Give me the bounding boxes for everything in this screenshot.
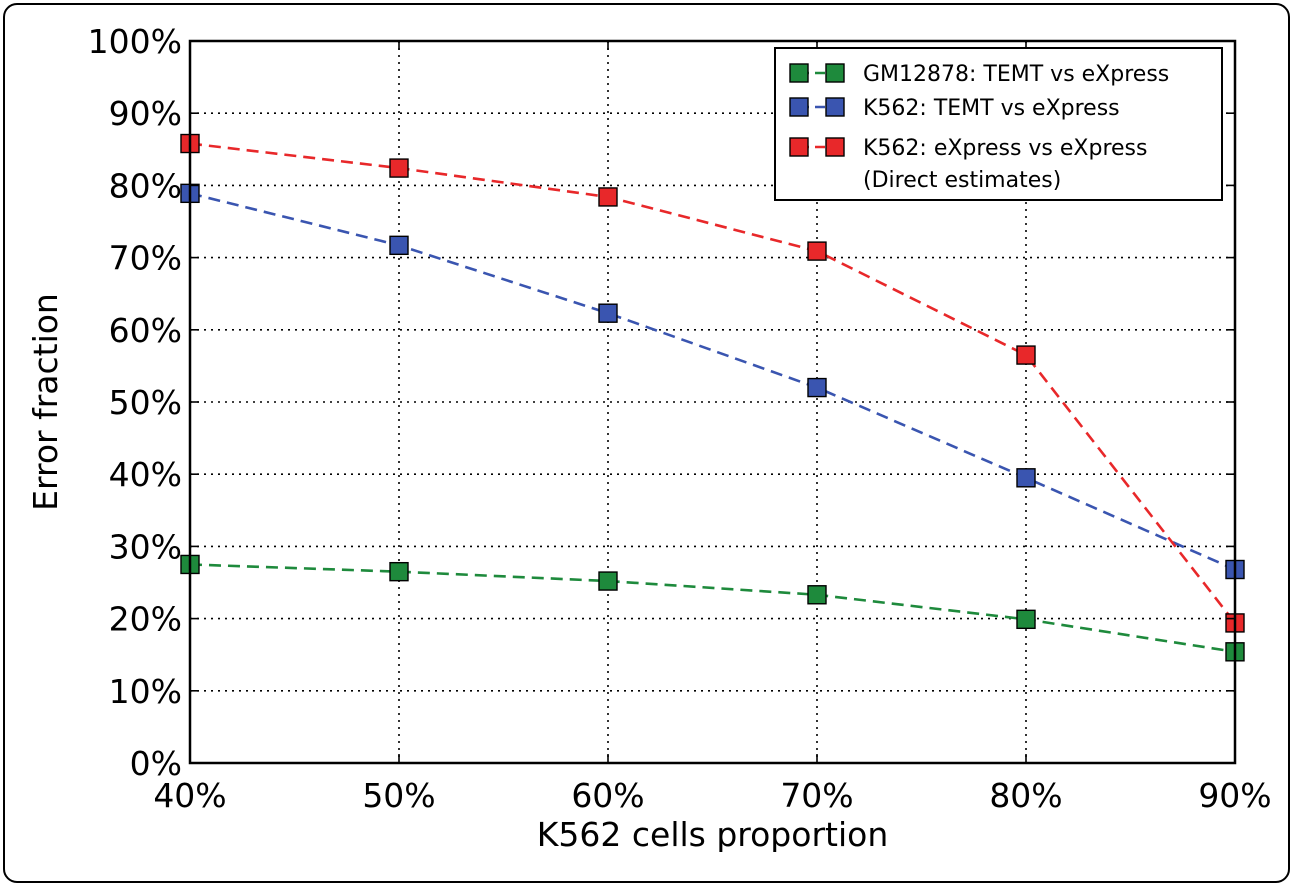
y-tick-label: 50%	[109, 383, 182, 422]
y-tick-label: 10%	[109, 672, 182, 711]
data-point	[598, 187, 618, 207]
y-tick-label: 60%	[109, 311, 182, 350]
y-tick-label: 80%	[109, 166, 182, 205]
series-markers	[180, 133, 1245, 662]
legend-label: GM12878: TEMT vs eXpress	[863, 62, 1169, 87]
legend: GM12878: TEMT vs eXpress K562: TEMT vs eX…	[774, 47, 1223, 201]
x-tick-label: 40%	[153, 776, 226, 815]
series-lines	[189, 142, 1237, 654]
series-line	[189, 192, 1236, 571]
data-point	[1016, 609, 1036, 630]
x-tick-label: 90%	[1198, 776, 1271, 815]
y-tick-label: 40%	[109, 455, 182, 494]
y-tick-label: 20%	[109, 600, 182, 639]
y-tick-label: 30%	[109, 527, 182, 566]
legend-label: K562: TEMT vs eXpress	[863, 96, 1120, 121]
legend-label-line2: (Direct estimates)	[863, 168, 1061, 193]
data-point	[1016, 468, 1036, 488]
legend-box	[774, 47, 1223, 201]
data-point	[807, 241, 827, 261]
x-tick-label: 80%	[989, 776, 1062, 815]
x-tick-label: 50%	[362, 776, 435, 815]
y-tick-label: 90%	[109, 94, 182, 133]
data-point	[598, 303, 618, 323]
y-axis-label: Error fraction	[26, 293, 65, 511]
data-point	[389, 561, 409, 582]
x-axis-label: K562 cells proportion	[537, 815, 888, 852]
series-line	[189, 563, 1236, 654]
series-line	[189, 142, 1237, 624]
data-point	[389, 235, 409, 256]
legend-marker	[789, 137, 809, 157]
legend-marker	[825, 137, 845, 157]
y-tick-label: 0%	[130, 744, 182, 783]
y-axis-ticks: 0% 10% 20% 30% 40% 50% 60% 70% 80% 90% 100%	[88, 22, 1235, 783]
legend-marker	[825, 97, 845, 117]
legend-marker	[789, 63, 809, 83]
line-chart: 40% 50% 60% 70% 80% 90% 0% 10% 20% 30% 40% 50% 60% 7…	[26, 22, 1272, 852]
data-point	[598, 571, 618, 591]
data-point	[1016, 345, 1036, 365]
legend-marker	[789, 97, 809, 117]
y-tick-label: 70%	[109, 239, 182, 278]
data-point	[807, 377, 827, 398]
data-point	[807, 585, 827, 605]
legend-marker	[825, 63, 845, 83]
x-tick-label: 70%	[780, 776, 853, 815]
data-point	[389, 158, 409, 178]
y-tick-label: 100%	[88, 22, 182, 61]
legend-label: K562: eXpress vs eXpress	[863, 136, 1147, 161]
x-tick-label: 60%	[571, 776, 644, 815]
x-axis-ticks: 40% 50% 60% 70% 80% 90%	[153, 41, 1272, 815]
